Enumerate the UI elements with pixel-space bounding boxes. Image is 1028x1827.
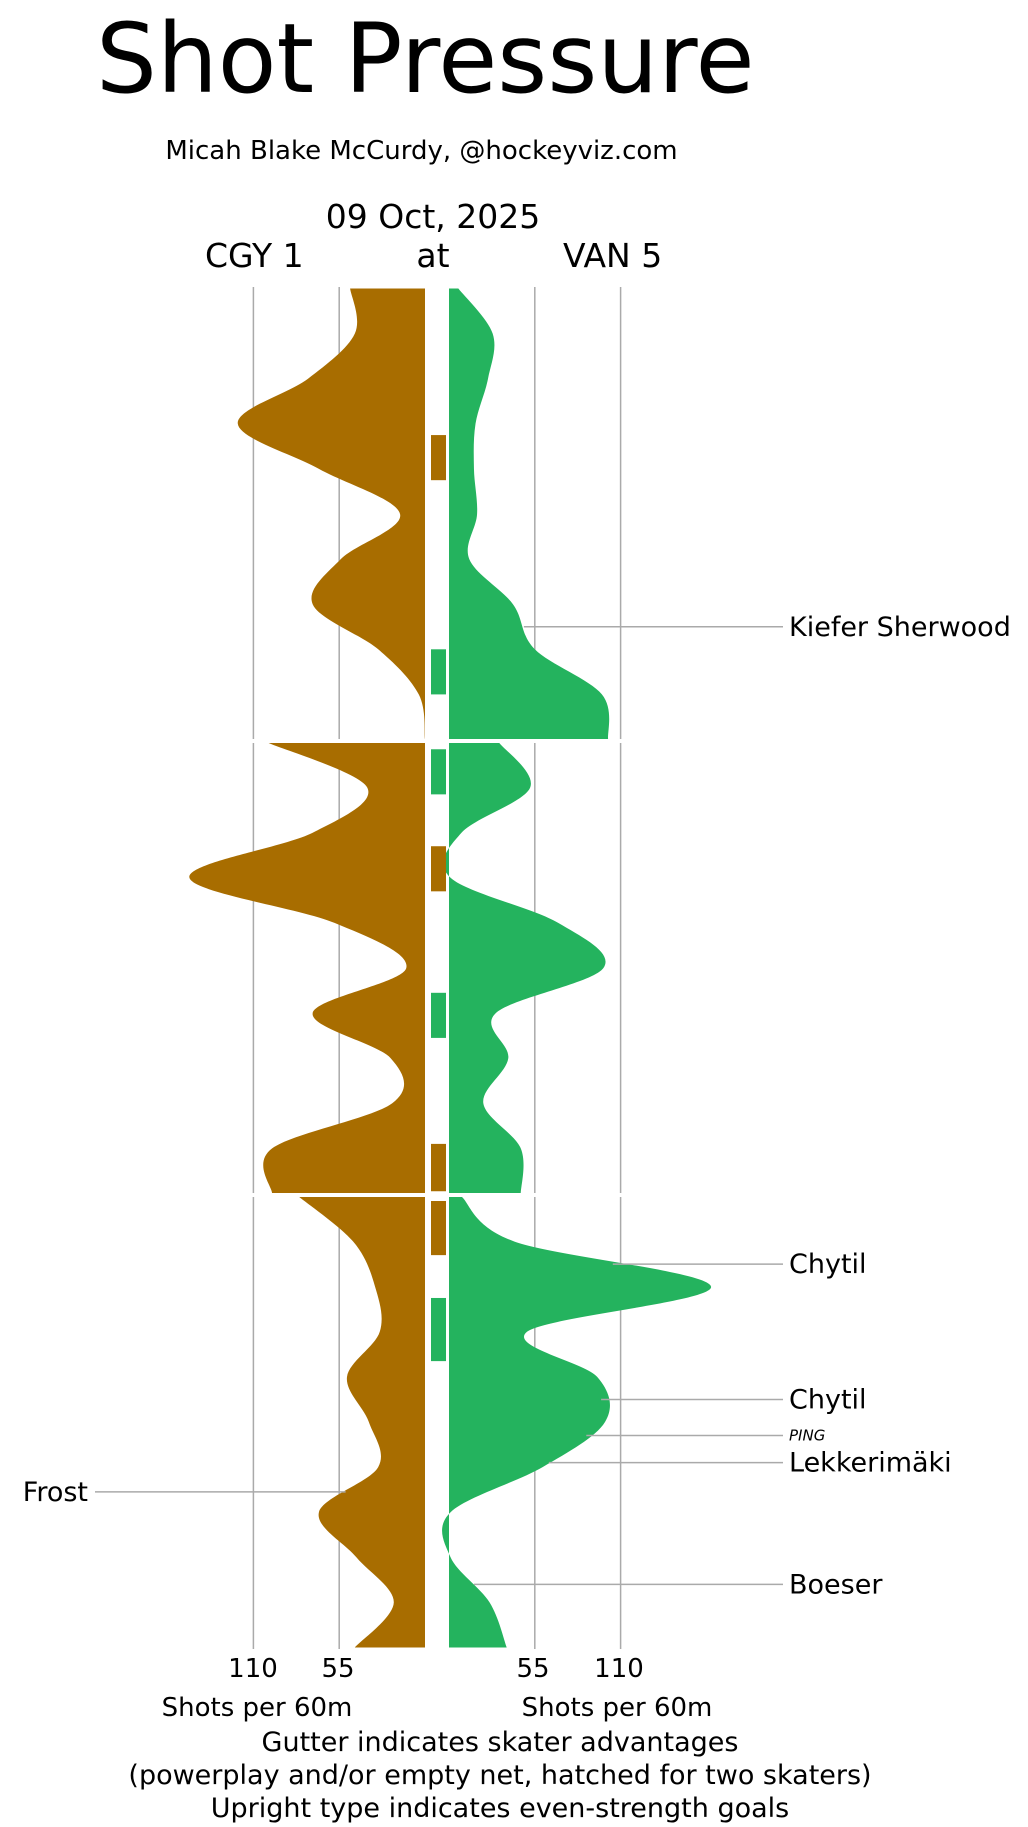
gutter-segment	[431, 1143, 446, 1192]
footer-line-2: (powerplay and/or empty net, hatched for…	[128, 1760, 872, 1791]
game-date: 09 Oct, 2025	[325, 197, 541, 236]
goal-label: Frost	[23, 1477, 88, 1508]
period-separators	[240, 739, 640, 1197]
home-pressure-area-p3	[442, 1196, 712, 1648]
home-pressure-area-p1	[449, 288, 610, 740]
goal-label: Kiefer Sherwood	[789, 612, 1011, 643]
away-pressure-area-p2	[189, 742, 425, 1194]
gutter-segment	[431, 1297, 446, 1362]
gutter-segment	[431, 749, 446, 795]
goal-label: PING	[789, 1427, 825, 1445]
gutter-segment	[431, 1201, 446, 1256]
home-pressure-area-p2	[443, 742, 606, 1194]
pressure-areas	[189, 288, 712, 1648]
goal-annotations: Kiefer Sherwood Chytil Chytil PING Lekkerimä…	[23, 612, 1011, 1601]
x-tick-labels: 110 55 55 110	[228, 1654, 644, 1684]
period-separator	[240, 1193, 640, 1197]
gutter-markers	[431, 435, 446, 1362]
goal-label: Boeser	[789, 1569, 883, 1600]
gutter-segment	[431, 992, 446, 1038]
gutter-segment	[431, 649, 446, 695]
chart-title: Shot Pressure	[96, 3, 755, 115]
footer-line-1: Gutter indicates skater advantages	[261, 1727, 739, 1758]
away-pressure-area-p1	[237, 288, 425, 740]
footer-line-3: Upright type indicates even-strength goa…	[210, 1793, 790, 1824]
at-label: at	[416, 236, 450, 275]
goal-label: Lekkerimäki	[789, 1448, 952, 1479]
tick-label: 55	[516, 1654, 549, 1684]
period-separator	[240, 739, 640, 743]
tick-label: 110	[228, 1654, 278, 1684]
gutter-segment	[431, 435, 446, 481]
home-team-label: VAN 5	[563, 236, 663, 275]
gutter-segment	[431, 846, 446, 892]
away-pressure-area-p3	[298, 1196, 425, 1648]
x-axis-label-left: Shots per 60m	[162, 1693, 353, 1723]
goal-label: Chytil	[789, 1384, 867, 1415]
chart-byline: Micah Blake McCurdy, @hockeyviz.com	[165, 136, 678, 166]
tick-label: 55	[321, 1654, 354, 1684]
tick-label: 110	[594, 1654, 644, 1684]
away-team-label: CGY 1	[205, 236, 304, 275]
x-axis-label-right: Shots per 60m	[522, 1693, 713, 1723]
goal-label: Chytil	[789, 1249, 867, 1280]
